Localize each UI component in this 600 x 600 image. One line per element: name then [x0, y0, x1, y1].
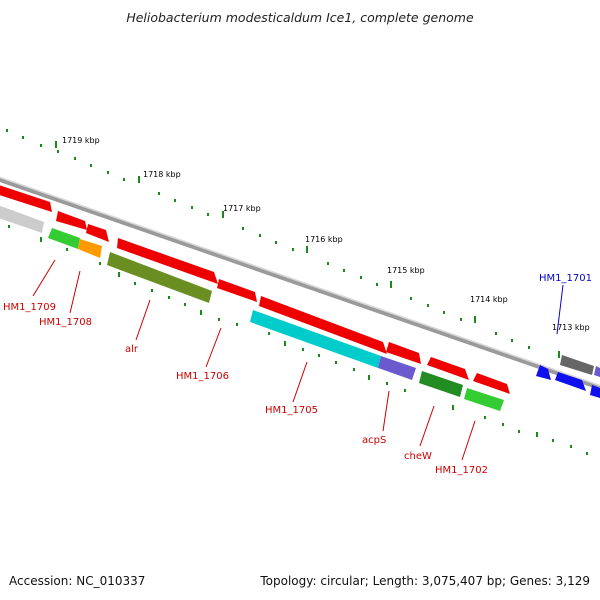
label-leaders: [32, 259, 564, 461]
gene-label[interactable]: alr: [125, 344, 139, 355]
gene-label[interactable]: HM1_1705: [265, 405, 318, 416]
gene-arrow[interactable]: [386, 342, 421, 364]
outer-dotted-ring: [6, 129, 582, 370]
gene-arrow[interactable]: [555, 372, 586, 391]
cog-block[interactable]: [250, 310, 381, 368]
tick-label: 1717 kbp: [223, 204, 261, 213]
tick-label: 1714 kbp: [470, 295, 508, 304]
reverse-strand-genes: [536, 365, 600, 398]
cog-block[interactable]: [0, 202, 44, 233]
cog-track: [0, 202, 600, 411]
gene-arrow[interactable]: [259, 296, 387, 354]
gene-label[interactable]: acpS: [362, 435, 386, 446]
gene-label[interactable]: HM1_1706: [176, 371, 229, 382]
gene-arrow[interactable]: [473, 373, 510, 394]
tick-label: 1719 kbp: [62, 136, 100, 145]
gene-label[interactable]: HM1_1701: [539, 273, 592, 284]
gene-label[interactable]: cheW: [404, 451, 432, 462]
gene-labels: HM1_1709 HM1_1708 alr HM1_1706 HM1_1705 …: [3, 273, 592, 476]
cog-block[interactable]: [560, 355, 594, 375]
gene-arrow[interactable]: [56, 211, 87, 230]
cog-block[interactable]: [419, 371, 463, 397]
tick-label: 1716 kbp: [305, 235, 343, 244]
genome-stats-text: Topology: circular; Length: 3,075,407 bp…: [260, 574, 590, 588]
gene-label[interactable]: HM1_1708: [39, 317, 92, 328]
accession-text: Accession: NC_010337: [9, 574, 146, 588]
cog-block[interactable]: [78, 239, 102, 258]
cog-block[interactable]: [594, 366, 600, 377]
inner-dotted-ring: [8, 225, 588, 455]
forward-strand-genes: [0, 182, 510, 394]
gene-arrow[interactable]: [217, 279, 257, 302]
tick-labels: 1719 kbp 1718 kbp 1717 kbp 1716 kbp 1715…: [62, 136, 590, 332]
gene-arrow[interactable]: [427, 357, 469, 380]
gene-arrow[interactable]: [0, 182, 52, 212]
gene-label[interactable]: HM1_1702: [435, 465, 488, 476]
major-ticks: [55, 141, 560, 358]
tick-label: 1713 kbp: [552, 323, 590, 332]
gene-label[interactable]: HM1_1709: [3, 302, 56, 313]
map-title: Heliobacterium modesticaldum Ice1, compl…: [126, 10, 474, 25]
cog-block[interactable]: [107, 252, 212, 303]
backbone-highlight: [0, 176, 600, 387]
gene-arrow[interactable]: [536, 365, 551, 380]
tick-label: 1715 kbp: [387, 266, 425, 275]
tick-label: 1718 kbp: [143, 170, 181, 179]
gene-arrow[interactable]: [86, 224, 109, 242]
cog-block[interactable]: [48, 228, 80, 249]
cog-block[interactable]: [378, 356, 416, 380]
gene-arrow[interactable]: [117, 238, 218, 284]
gene-arrow[interactable]: [590, 385, 600, 398]
cog-block[interactable]: [464, 388, 504, 411]
genome-backbone: [0, 176, 600, 391]
